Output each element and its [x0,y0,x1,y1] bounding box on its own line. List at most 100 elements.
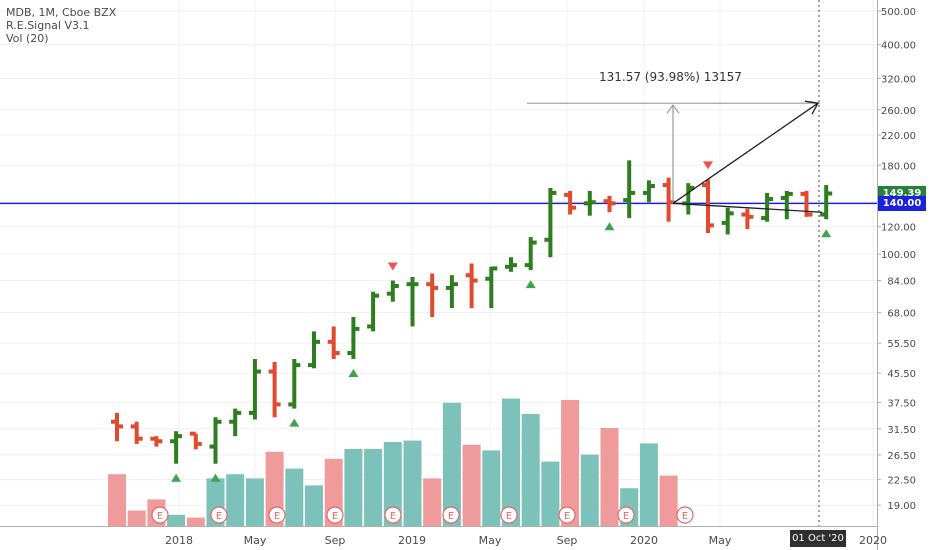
y-tick-label: 220.00 [881,131,916,142]
ohlc-bar [308,331,320,369]
earnings-marker [210,506,228,524]
signal-up-arrow [525,280,536,289]
volume-bar [561,400,580,526]
indicator-signal-label[interactable]: R.E.Signal V3.1 [6,19,90,32]
earnings-marker [500,506,518,524]
volume-bar [108,474,126,526]
ohlc-bar [248,358,261,420]
earnings-marker [617,506,635,524]
volume-bar [305,485,323,526]
trend-line-start [672,202,823,213]
trend-drawings[interactable] [527,100,823,213]
ohlc-bar [268,361,281,418]
earnings-marker [384,506,402,524]
volume-bar [541,461,560,526]
ohlc-bar [544,187,557,258]
earnings-marker-label: E [448,511,454,522]
y-tick-label: 45.50 [887,369,916,380]
ohlc-bar [761,192,774,222]
ohlc-bar [347,316,360,359]
y-tick-label: 320.00 [881,74,916,85]
symbol-title[interactable]: MDB, 1M, Cboe BZX [6,6,117,19]
crosshair-date-tag: 01 Oct '20 [790,530,846,547]
x-tick-label: May [479,534,502,547]
y-tick-label: 400.00 [881,41,916,52]
ohlc-bar [564,190,577,215]
ohlc-bar [189,431,202,450]
y-tick-label: 37.50 [887,398,916,409]
ohlc-bar [741,208,754,230]
earnings-marker [442,506,460,524]
volume-bar [344,449,363,526]
price-axis[interactable]: 19.00 22.50 26.50 31.50 37.50 45.50 55.50 68.00… [877,0,916,550]
signal-up-arrow [210,473,221,482]
ohlc-bar [150,436,163,447]
volume-bar [167,514,186,526]
volume-bar [482,450,501,526]
volume-bar [423,478,442,526]
ohlc-bar [209,417,222,464]
trend-line-arrow [672,102,819,204]
ohlc-bar [229,408,242,437]
y-tick-label: 84.00 [887,277,916,288]
signal-up-arrow [348,368,359,377]
volume-bar [659,475,678,526]
volume-bar [127,510,146,526]
y-tick-label: 31.50 [887,425,916,436]
horizontal-line-price-tag: 140.00 [878,196,926,212]
chart-grid [0,0,877,526]
volume-bar [442,402,461,526]
ohlc-bar [780,190,793,220]
ohlc-bar [623,160,636,219]
ohlc-bar [465,263,478,309]
y-tick-label: 120.00 [881,223,916,234]
ohlc-bar [406,276,419,327]
y-tick-label: 55.50 [887,339,916,350]
time-axis[interactable]: 2018 May Sep 2019 May Sep 2020 May 2020 [0,526,887,548]
x-tick-label: 2020 [630,534,658,547]
ohlc-bar [445,275,458,309]
earnings-marker-label: E [390,511,396,522]
signal-up-arrow [289,418,300,427]
ohlc-bar [642,180,655,203]
volume-bar [600,428,619,526]
ohlc-bar [820,185,833,220]
ohlc-bar [288,358,301,409]
volume-bar [462,444,481,526]
ohlc-bar [170,431,183,464]
ohlc-bar [327,326,340,359]
volume-bar [226,474,245,526]
ohlc-bar [485,266,498,309]
earnings-marker [151,506,169,524]
indicator-volume-label[interactable]: Vol (20) [6,32,49,45]
x-tick-label: 2020 [859,534,887,547]
signal-down-arrow [703,161,713,170]
chart-legend: MDB, 1M, Cboe BZX R.E.Signal V3.1 Vol (2… [6,6,116,45]
volume-bar [245,478,264,526]
earnings-marker-label: E [506,511,512,522]
earnings-marker-label: E [564,511,570,522]
ohlc-bar [426,273,439,317]
earnings-marker [326,506,344,524]
ohlc-bar [603,195,616,213]
signal-up-arrow [604,222,615,231]
volume-bars [108,398,678,526]
earnings-marker [676,506,694,524]
ohlc-bar [111,412,123,442]
y-tick-label: 180.00 [881,161,916,172]
x-tick-label: May [244,534,267,547]
signal-up-arrow [821,229,832,238]
y-tick-label: 68.00 [887,308,916,319]
earnings-marker-label: E [682,511,688,522]
earnings-marker [558,506,576,524]
volume-bar [383,442,402,526]
y-tick-label: 19.00 [887,501,916,512]
volume-bar [639,443,658,526]
x-tick-label: Sep [325,534,346,547]
y-tick-label: 500.00 [881,7,916,18]
ohlc-bar [367,291,380,332]
earnings-marker [268,506,286,524]
y-tick-label: 260.00 [881,106,916,117]
